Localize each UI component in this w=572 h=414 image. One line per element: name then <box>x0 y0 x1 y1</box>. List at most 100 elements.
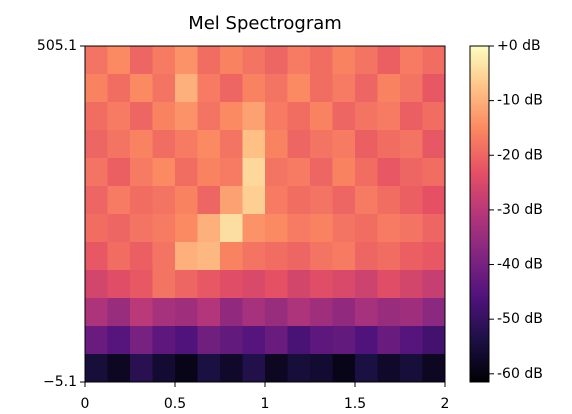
heatmap-cell <box>332 158 356 187</box>
colorbar-tick-label: -20 dB <box>497 147 543 163</box>
chart-title: Mel Spectrogram <box>188 13 342 34</box>
heatmap-cell <box>422 298 446 327</box>
heatmap-cell <box>197 270 221 299</box>
heatmap-cell <box>287 46 311 75</box>
heatmap-cell <box>107 186 131 215</box>
heatmap-cell <box>242 130 266 159</box>
heatmap-cell <box>422 74 446 103</box>
heatmap-cell <box>310 354 333 383</box>
colorbar-tick-label: -40 dB <box>497 257 543 273</box>
x-tick-label: 0.5 <box>164 396 186 412</box>
colorbar-tick-label: -30 dB <box>497 202 543 218</box>
heatmap-cell <box>175 326 198 355</box>
heatmap-cell <box>287 298 311 327</box>
heatmap-cell <box>287 270 311 299</box>
heatmap-cell <box>332 46 356 75</box>
heatmap-cell <box>355 158 378 187</box>
heatmap-cell <box>175 130 198 159</box>
heatmap-cell <box>422 130 446 159</box>
heatmap-cell <box>422 46 446 75</box>
heatmap-cell <box>152 186 176 215</box>
heatmap-cell <box>310 214 333 243</box>
heatmap-cell <box>152 354 176 383</box>
colorbar <box>469 45 490 383</box>
heatmap-cell <box>287 354 311 383</box>
heatmap-cell <box>422 354 446 383</box>
heatmap-cell <box>130 158 153 187</box>
heatmap-cell <box>332 130 356 159</box>
heatmap-cell <box>377 130 401 159</box>
heatmap-cell <box>287 326 311 355</box>
heatmap-cell <box>175 214 198 243</box>
heatmap-cell <box>85 354 108 383</box>
heatmap-cell <box>377 46 401 75</box>
heatmap-cell <box>422 270 446 299</box>
x-tick-label: 1.5 <box>344 396 366 412</box>
heatmap-cell <box>422 158 446 187</box>
y-tick-label: −5.1 <box>43 374 77 390</box>
heatmap-cell <box>265 46 288 75</box>
heatmap-cell <box>175 186 198 215</box>
heatmap-cell <box>152 326 176 355</box>
heatmap-cell <box>287 158 311 187</box>
heatmap-cell <box>220 130 243 159</box>
heatmap-cell <box>130 46 153 75</box>
heatmap-cell <box>265 74 288 103</box>
heatmap-cell <box>422 242 446 271</box>
heatmap-cell <box>332 242 356 271</box>
heatmap-cell <box>152 214 176 243</box>
heatmap-cell <box>197 130 221 159</box>
heatmap-cell <box>85 214 108 243</box>
heatmap-cell <box>107 74 131 103</box>
x-tick-label: 2 <box>441 396 450 412</box>
heatmap-cell <box>355 298 378 327</box>
heatmap-cell <box>265 130 288 159</box>
heatmap-cell <box>422 186 446 215</box>
heatmap-cell <box>355 242 378 271</box>
heatmap-cell <box>310 46 333 75</box>
heatmap-cell <box>175 354 198 383</box>
heatmap-cell <box>377 242 401 271</box>
heatmap-cell <box>130 326 153 355</box>
heatmap-cell <box>220 298 243 327</box>
heatmap-cell <box>197 46 221 75</box>
heatmap-cell <box>310 298 333 327</box>
heatmap-cell <box>265 186 288 215</box>
heatmap-cell <box>130 130 153 159</box>
heatmap-cell <box>152 158 176 187</box>
heatmap-cell <box>310 186 333 215</box>
heatmap-cell <box>175 270 198 299</box>
heatmap-cell <box>287 186 311 215</box>
heatmap-cell <box>85 298 108 327</box>
heatmap-cell <box>107 158 131 187</box>
heatmap-cell <box>197 186 221 215</box>
heatmap-cell <box>377 102 401 131</box>
heatmap-cell <box>265 242 288 271</box>
heatmap-cell <box>400 298 423 327</box>
heatmap-cell <box>130 214 153 243</box>
heatmap-cell <box>107 242 131 271</box>
heatmap-cell <box>355 354 378 383</box>
heatmap-cell <box>310 74 333 103</box>
heatmap-cell <box>242 186 266 215</box>
heatmap-cell <box>377 158 401 187</box>
heatmap-cell <box>400 214 423 243</box>
heatmap-cell <box>242 270 266 299</box>
heatmap-cell <box>422 214 446 243</box>
y-tick-label: 505.1 <box>37 38 77 54</box>
heatmap-cell <box>197 298 221 327</box>
heatmap-cell <box>400 46 423 75</box>
heatmap-cell <box>85 74 108 103</box>
heatmap-cell <box>107 102 131 131</box>
heatmap-cell <box>310 158 333 187</box>
heatmap-cell <box>107 130 131 159</box>
heatmap-cell <box>107 326 131 355</box>
heatmap-cell <box>377 74 401 103</box>
heatmap-cell <box>310 326 333 355</box>
heatmap-cell <box>377 186 401 215</box>
heatmap-cell <box>85 270 108 299</box>
heatmap-cell <box>197 158 221 187</box>
heatmap-cell <box>287 242 311 271</box>
heatmap-cell <box>197 326 221 355</box>
heatmap-cell <box>85 102 108 131</box>
